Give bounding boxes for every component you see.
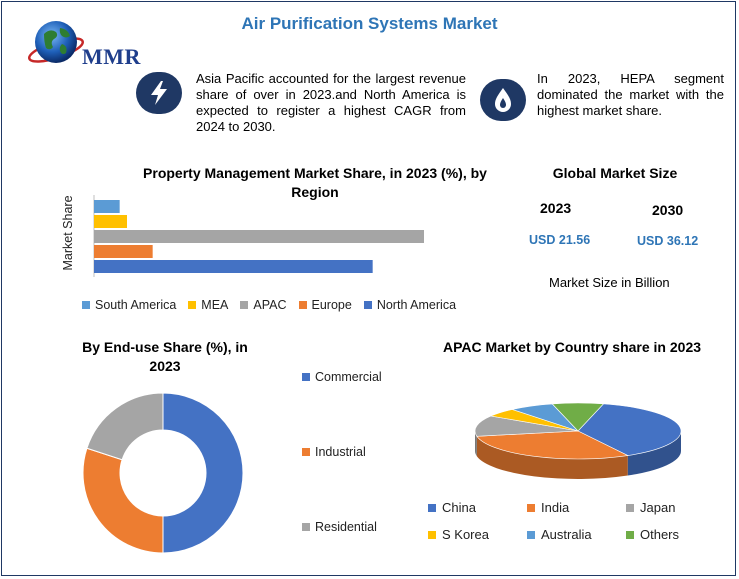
pie-slice-others [551,402,605,432]
legend-item-apac: APAC [240,298,287,312]
market-size-2023: USD 21.56 [529,233,591,247]
legend-label: APAC [253,298,287,312]
pie-slice-india [476,430,629,460]
bar-chart-ylabel-text: Market Share [61,195,75,271]
legend-swatch [363,301,372,309]
bar-chart-title: Property Management Market Share, in 202… [143,165,487,200]
legend-label: India [541,500,570,515]
legend-label: MEA [201,298,229,312]
legend-swatch [527,530,535,539]
fact-text-2: In 2023, HEPA segment dominated the mark… [537,71,724,118]
donut-slice-residential [86,392,164,461]
pie-chart-title: APAC Market by Country share in 2023 [442,339,702,355]
legend-label: Commercial [315,370,382,384]
legend-label: Japan [640,500,676,515]
legend-swatch [428,530,436,539]
bar-chart-ylabel: Market Share [58,195,78,278]
legend-swatch [240,301,249,309]
pie-legend-china: China [428,500,476,515]
legend-swatch [626,530,634,539]
legend-label: Europe [311,298,352,312]
donut-legend-residential: Residential [302,520,377,534]
page-title: Air Purification Systems Market [241,14,498,33]
donut-chart [82,392,244,554]
legend-item-mea: MEA [188,298,228,312]
pie-legend-japan: Japan [626,500,675,515]
legend-label: Others [640,527,680,542]
year-2030: 2030 [652,202,684,218]
legend-swatch [527,503,535,512]
legend-label: Residential [315,520,377,534]
bar-south-america [94,200,120,213]
donut-slice-commercial [162,392,244,554]
pie-slice-china [577,403,682,456]
bar-mea [94,215,127,228]
donut-slice-industrial [82,447,164,554]
legend-swatch [428,503,436,512]
legend-swatch [302,523,310,531]
bar-north-america [94,260,373,273]
donut-chart-legend: Commercial Industrial Residential [302,370,412,540]
logo-text: MMR [82,44,141,69]
donut-chart-title: By End-use Share (%), in 2023 [82,339,248,374]
legend-swatch [626,503,634,512]
fact-text-1: Asia Pacific accounted for the largest r… [196,71,466,134]
legend-item-north-america: North America [363,298,457,312]
pie-legend-india: India [527,500,569,515]
fact-icon-1 [136,72,182,114]
legend-swatch [302,448,310,456]
pie-side-india [476,436,628,479]
donut-legend-industrial: Industrial [302,445,366,459]
bar-apac [94,230,424,243]
donut-legend-commercial: Commercial [302,370,382,384]
legend-label: North America [376,298,457,312]
market-size-note: Market Size in Billion [549,275,670,290]
legend-item-europe: Europe [298,298,352,312]
fact-icon-2 [480,79,526,121]
lightning-icon [151,81,167,105]
flame-drop-icon [495,88,511,112]
pie-side-china [627,431,681,476]
pie-legend-australia: Australia [527,527,592,542]
legend-swatch [82,301,90,309]
bar-chart-legend: South America MEA APAC Europe North America [82,298,468,312]
bar-chart [93,195,424,277]
legend-swatch [298,301,307,309]
legend-swatch [188,301,197,309]
legend-label: South America [95,298,177,312]
legend-label: S Korea [442,527,489,542]
year-2023: 2023 [540,200,572,216]
market-size-2030: USD 36.12 [637,234,699,248]
mmr-logo: MMR [26,16,156,72]
bar-europe [94,245,153,258]
pie-chart-legend: China India Japan S Korea Australia Others [428,500,728,550]
pie-chart [474,402,682,479]
pie-slice-japan [474,415,579,437]
legend-label: Industrial [315,445,366,459]
legend-item-south-america: South America [82,298,176,312]
pie-legend-others: Others [626,527,679,542]
market-size-title: Global Market Size [552,165,678,181]
globe-icon [28,21,84,63]
pie-side-japan [475,431,477,457]
pie-legend-s-korea: S Korea [428,527,489,542]
legend-label: Australia [541,527,592,542]
legend-swatch [302,373,310,381]
legend-label: China [442,500,476,515]
